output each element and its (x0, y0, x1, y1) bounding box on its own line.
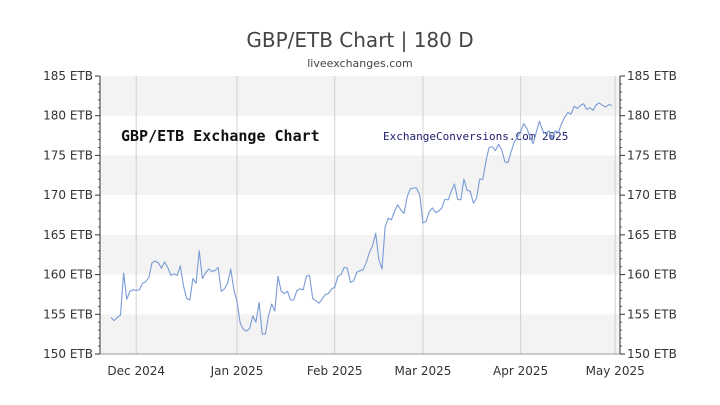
y-tick-label-left: 185 ETB (43, 69, 93, 83)
x-tick-label: Apr 2025 (493, 364, 548, 378)
y-tick-label-left: 170 ETB (43, 188, 93, 202)
x-tick-label: Jan 2025 (210, 364, 264, 378)
y-tick-label-right: 170 ETB (627, 188, 677, 202)
grid-band (100, 76, 620, 116)
watermark-site: ExchangeConversions.Com 2025 (383, 130, 568, 143)
chart-subtitle: liveexchanges.com (307, 57, 412, 70)
x-tick-label: Feb 2025 (307, 364, 363, 378)
x-tick-label: Dec 2024 (107, 364, 165, 378)
y-tick-label-right: 175 ETB (627, 148, 677, 162)
y-tick-label-left: 165 ETB (43, 228, 93, 242)
y-tick-label-left: 155 ETB (43, 307, 93, 321)
grid-band (100, 314, 620, 354)
y-tick-label-left: 160 ETB (43, 268, 93, 282)
y-tick-label-right: 150 ETB (627, 347, 677, 361)
y-tick-label-left: 180 ETB (43, 109, 93, 123)
y-tick-label-left: 175 ETB (43, 148, 93, 162)
chart-title: GBP/ETB Chart | 180 D (246, 28, 473, 52)
y-tick-label-left: 150 ETB (43, 347, 93, 361)
gbp-etb-rate-line (110, 102, 613, 335)
x-tick-label: May 2025 (586, 364, 645, 378)
y-tick-label-right: 165 ETB (627, 228, 677, 242)
grid-band (100, 155, 620, 196)
y-tick-label-right: 180 ETB (627, 109, 677, 123)
x-tick-label: Mar 2025 (394, 364, 451, 378)
grid-band (100, 234, 620, 275)
y-tick-label-right: 155 ETB (627, 307, 677, 321)
watermark-chart-title: GBP/ETB Exchange Chart (121, 127, 320, 145)
y-tick-label-right: 185 ETB (627, 69, 677, 83)
y-tick-label-right: 160 ETB (627, 268, 677, 282)
